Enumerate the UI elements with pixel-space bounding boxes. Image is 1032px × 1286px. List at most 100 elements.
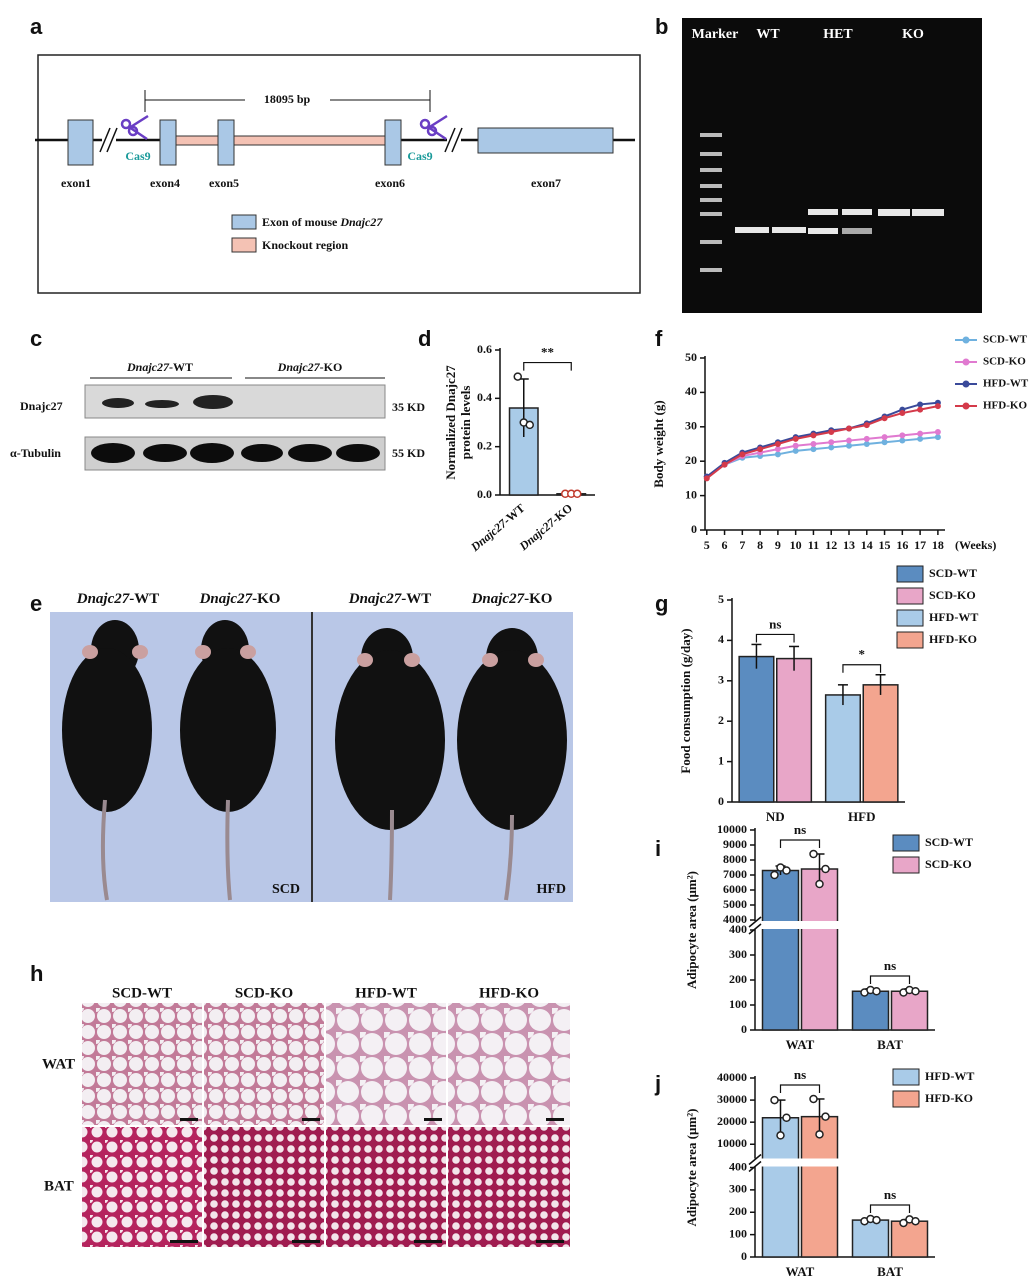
series-marker xyxy=(899,437,906,444)
gene-diagram-part xyxy=(159,119,177,166)
x-tick-label: 11 xyxy=(808,538,819,552)
bar xyxy=(824,694,862,803)
gene-diagram-part-part xyxy=(128,114,149,141)
series-marker xyxy=(703,475,710,482)
x-axis-label: (Weeks) xyxy=(955,538,996,552)
legend-swatch xyxy=(892,1090,920,1108)
series-line xyxy=(706,405,939,480)
bar xyxy=(738,655,775,803)
western-blot-part xyxy=(91,443,380,463)
mouse-photo-part-part xyxy=(457,650,567,830)
mouse-photo-part-part xyxy=(388,809,394,901)
gel-image-part-part xyxy=(878,209,910,216)
series-marker xyxy=(934,403,941,410)
series-marker xyxy=(881,415,888,422)
panel-labels: a b c d e f g h i j xyxy=(30,14,668,1096)
significance-bracket xyxy=(779,1084,821,1093)
row-label: α-Tubulin xyxy=(10,446,61,460)
group-label: Dnajc27-WT xyxy=(126,360,193,374)
axis-break-mark xyxy=(748,923,762,935)
x-tick-label: 5 xyxy=(704,538,710,552)
mouse-photo-part-part xyxy=(335,650,445,830)
y-tick-label: 300 xyxy=(729,1182,747,1196)
legend-label: Exon of mouse Dnajc27 xyxy=(262,215,383,229)
y-tick-label: 10000 xyxy=(717,1136,747,1150)
mouse-photo-part-part xyxy=(528,653,544,667)
row-label: BAT xyxy=(44,1178,74,1194)
y-tick-label: 8000 xyxy=(723,852,747,866)
bar xyxy=(851,990,890,1031)
y-tick-label: 9000 xyxy=(723,837,747,851)
histology-part xyxy=(204,1127,324,1247)
y-axis-label: protein levels xyxy=(458,386,473,460)
x-tick-label: 18 xyxy=(932,538,944,552)
y-tick-label: 0.0 xyxy=(477,487,492,501)
mouse-photo: Dnajc27-WT Dnajc27-KO Dnajc27-WT Dnajc27… xyxy=(50,591,573,902)
legend-label: HFD-KO xyxy=(983,400,1027,412)
series-marker xyxy=(917,401,924,408)
exon-label: exon6 xyxy=(375,176,405,190)
legend-label: SCD-KO xyxy=(983,356,1026,368)
lane-label: Marker xyxy=(692,27,739,42)
western-blot-part-part xyxy=(145,400,179,408)
y-tick-label: 0 xyxy=(718,794,724,808)
y-tick-label: 300 xyxy=(729,947,747,961)
histology-part xyxy=(448,1127,570,1247)
bar xyxy=(761,1117,800,1258)
gene-diagram-part xyxy=(106,127,118,153)
significance-label: ns xyxy=(769,616,781,631)
mouse-photo-part-part xyxy=(504,814,514,901)
series-marker xyxy=(881,439,888,446)
significance-bracket xyxy=(869,1204,911,1213)
gel-image-part xyxy=(682,18,982,313)
mouse-photo-part-part xyxy=(357,653,373,667)
x-tick-label: 10 xyxy=(790,538,802,552)
x-tick-label: HFD xyxy=(848,809,875,824)
y-tick-label: 10 xyxy=(685,487,697,501)
bar xyxy=(890,1220,929,1258)
photo-heading: Dnajc27-KO xyxy=(471,591,553,607)
series-marker xyxy=(917,435,924,442)
data-point xyxy=(872,1215,881,1225)
axis-break-mark xyxy=(748,916,762,928)
histology-part xyxy=(204,1003,324,1125)
histology-part-part xyxy=(424,1118,442,1121)
legend-label: SCD-KO xyxy=(929,588,976,602)
mouse-photo-part-part xyxy=(82,645,98,659)
y-axis-label: Adipocyte area (μm²) xyxy=(684,871,699,989)
panel-label: f xyxy=(655,326,663,351)
cas9-label: Cas9 xyxy=(125,149,150,163)
histology-part xyxy=(448,1003,570,1125)
legend-swatch xyxy=(892,856,920,874)
x-tick-label: 15 xyxy=(879,538,891,552)
mouse-photo-part-part xyxy=(482,653,498,667)
gel-image-part xyxy=(700,133,722,272)
mouse-photo-part-part xyxy=(240,645,256,659)
y-tick-label: 200 xyxy=(729,972,747,986)
legend-swatch xyxy=(892,1068,920,1086)
label-part: Dnajc27 xyxy=(348,591,402,607)
gene-diagram-part xyxy=(477,127,614,154)
axis-break-mark xyxy=(748,1160,762,1173)
gene-diagram-part xyxy=(99,127,111,153)
gel-image-part-part xyxy=(808,228,838,234)
y-tick-label: 0.4 xyxy=(477,390,492,404)
western-blot-part-part xyxy=(102,398,134,408)
photo-heading: Dnajc27-KO xyxy=(199,591,281,607)
mouse-photo-part-part xyxy=(225,799,232,901)
x-tick-label: 9 xyxy=(775,538,781,552)
gel-image-part-part xyxy=(700,133,722,137)
y-tick-label: 4 xyxy=(718,632,724,646)
y-tick-label: 400 xyxy=(729,1159,747,1173)
x-tick-label: BAT xyxy=(877,1037,903,1052)
y-tick-label: 2 xyxy=(718,713,724,727)
data-point xyxy=(872,987,881,996)
series-marker xyxy=(917,430,924,437)
y-tick-label: 30 xyxy=(685,419,697,433)
gel-image-part-part xyxy=(700,168,722,172)
series-marker xyxy=(863,422,870,429)
histology-part xyxy=(326,1127,446,1247)
legend-swatch xyxy=(896,609,924,627)
legend-marker xyxy=(962,336,970,344)
series-marker xyxy=(757,446,764,453)
